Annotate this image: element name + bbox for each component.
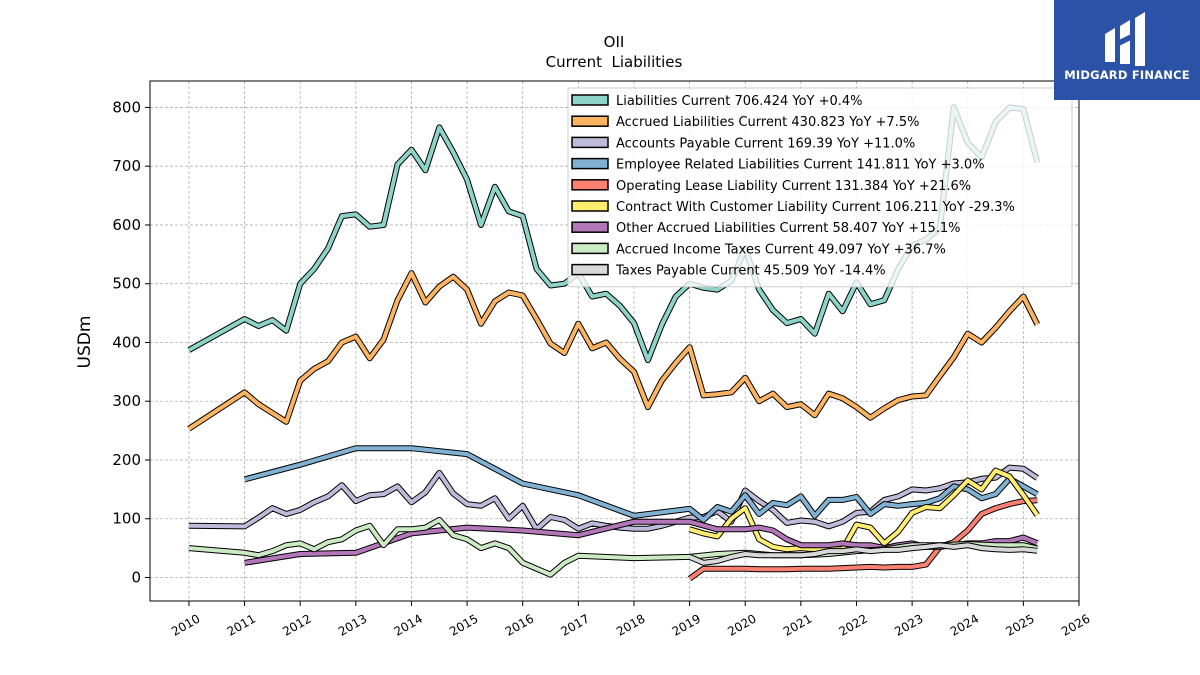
series-accrued-liabilities-current bbox=[187, 270, 1040, 432]
legend-swatch bbox=[571, 263, 609, 276]
x-tick-label: 2026 bbox=[1059, 611, 1092, 638]
y-tick-label: 400 bbox=[112, 333, 141, 351]
x-tick-label: 2018 bbox=[614, 611, 647, 638]
legend-entry: Operating Lease Liability Current 131.38… bbox=[616, 179, 971, 194]
series-line bbox=[688, 543, 1038, 565]
x-tick-label: 2016 bbox=[503, 611, 536, 638]
x-tick-label: 2012 bbox=[280, 611, 313, 638]
legend-entry: Accounts Payable Current 169.39 YoY +11.… bbox=[616, 136, 915, 151]
x-tick-label: 2014 bbox=[392, 611, 425, 638]
brand-logo: MIDGARD FINANCE bbox=[1054, 0, 1200, 100]
y-axis-label: USDm bbox=[75, 316, 95, 369]
chart-subtitle: Current Liabilities bbox=[546, 53, 683, 71]
legend-entry: Accrued Income Taxes Current 49.097 YoY … bbox=[616, 242, 946, 257]
y-tick-label: 200 bbox=[112, 451, 141, 469]
y-tick-label: 0 bbox=[131, 568, 141, 586]
legend-entry: Contract With Customer Liability Current… bbox=[616, 200, 1015, 215]
legend-entry: Accrued Liabilities Current 430.823 YoY … bbox=[616, 115, 919, 130]
series-line bbox=[188, 465, 1039, 532]
series-taxes-payable-current bbox=[688, 542, 1038, 566]
x-tick-label: 2017 bbox=[558, 611, 591, 638]
brand-logo-icon bbox=[1105, 12, 1145, 66]
y-tick-label: 800 bbox=[112, 98, 141, 116]
legend-swatch bbox=[571, 242, 609, 255]
series-line bbox=[689, 468, 1039, 552]
series-operating-lease-liability-current bbox=[687, 497, 1038, 582]
x-tick-label: 2021 bbox=[781, 611, 814, 638]
legend-swatch bbox=[571, 221, 609, 233]
brand-name: MIDGARD FINANCE bbox=[1064, 68, 1190, 82]
y-tick-label: 300 bbox=[112, 392, 141, 410]
legend-entry: Liabilities Current 706.424 YoY +0.4% bbox=[616, 94, 863, 109]
legend-entry: Employee Related Liabilities Current 141… bbox=[616, 158, 985, 173]
x-tick-label: 2013 bbox=[336, 611, 369, 638]
legend-swatch bbox=[571, 157, 609, 170]
x-tick-label: 2010 bbox=[169, 611, 202, 638]
legend-entry: Other Accrued Liabilities Current 58.407… bbox=[616, 221, 961, 236]
x-tick-label: 2023 bbox=[892, 611, 925, 638]
y-tick-label: 500 bbox=[112, 275, 141, 293]
y-tick-label: 700 bbox=[112, 157, 141, 175]
legend-swatch bbox=[571, 200, 609, 212]
x-tick-label: 2015 bbox=[447, 611, 480, 638]
x-tick-label: 2022 bbox=[837, 611, 870, 638]
legend-swatch bbox=[571, 94, 609, 106]
chart-title: OII bbox=[604, 33, 625, 51]
y-tick-label: 100 bbox=[112, 510, 141, 528]
x-tick-label: 2011 bbox=[225, 611, 258, 638]
y-tick-label: 600 bbox=[112, 216, 141, 234]
series-line bbox=[187, 271, 1040, 431]
legend-swatch bbox=[571, 115, 609, 127]
x-tick-label: 2019 bbox=[670, 611, 703, 638]
series-accounts-payable-current bbox=[188, 464, 1039, 533]
series-line bbox=[688, 498, 1038, 581]
x-tick-label: 2025 bbox=[1003, 611, 1036, 638]
plot-frame bbox=[149, 80, 1080, 602]
series-contract-with-customer-liability-current bbox=[688, 467, 1040, 553]
legend-entry: Taxes Payable Current 45.509 YoY -14.4% bbox=[615, 264, 886, 279]
x-tick-label: 2024 bbox=[948, 611, 981, 638]
legend-swatch bbox=[571, 136, 609, 149]
x-tick-label: 2020 bbox=[725, 611, 758, 638]
legend-swatch bbox=[571, 179, 609, 191]
legend-box bbox=[567, 87, 1073, 288]
